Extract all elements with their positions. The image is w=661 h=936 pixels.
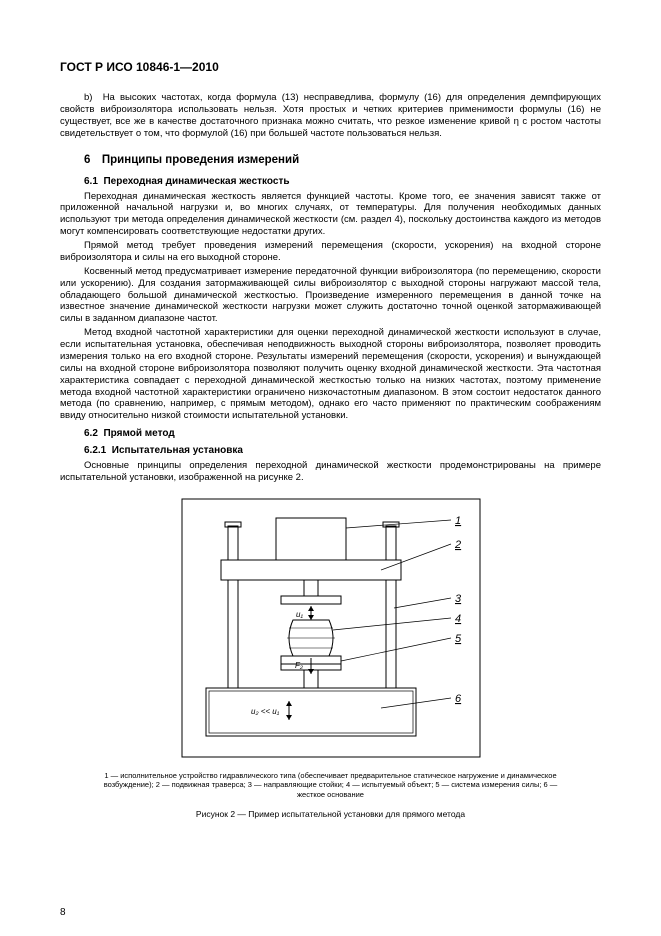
figure-2: u₁ F₂ u₂ << u₁ 1 2 bbox=[181, 498, 481, 763]
figure-callout-1: 1 bbox=[455, 515, 461, 527]
figure-callout-4: 4 bbox=[455, 613, 461, 625]
paragraph-6-2-1: Основные принципы определения переходной… bbox=[60, 460, 601, 484]
figure-label-F2: F₂ bbox=[295, 661, 303, 670]
paragraph-b: b) На высоких частотах, когда формула (1… bbox=[60, 92, 601, 140]
subsection-6-2-heading: 6.2 Прямой метод bbox=[84, 428, 601, 439]
figure-callout-3: 3 bbox=[455, 593, 462, 605]
figure-callout-5: 5 bbox=[455, 633, 462, 645]
figure-2-caption: Рисунок 2 — Пример испытательной установ… bbox=[60, 809, 601, 819]
paragraph-6-1-1: Переходная динамическая жесткость являет… bbox=[60, 191, 601, 239]
page-number: 8 bbox=[60, 907, 66, 918]
paragraph-6-1-4: Метод входной частотной характеристики д… bbox=[60, 327, 601, 422]
paragraph-6-1-3: Косвенный метод предусматривает измерени… bbox=[60, 266, 601, 325]
paragraph-6-1-2: Прямой метод требует проведения измерени… bbox=[60, 240, 601, 264]
figure-callout-2: 2 bbox=[454, 539, 461, 551]
subsection-6-1-heading: 6.1 Переходная динамическая жесткость bbox=[84, 176, 601, 187]
figure-label-u2: u₂ << u₁ bbox=[251, 707, 280, 716]
page: ГОСТ Р ИСО 10846-1—2010 b) На высоких ча… bbox=[0, 0, 661, 936]
subsection-6-2-1-heading: 6.2.1 Испытательная установка bbox=[84, 445, 601, 456]
figure-label-u1: u₁ bbox=[296, 610, 303, 619]
document-header: ГОСТ Р ИСО 10846-1—2010 bbox=[60, 60, 601, 74]
figure-2-svg: u₁ F₂ u₂ << u₁ 1 2 bbox=[181, 498, 481, 758]
figure-2-legend: 1 — исполнительное устройство гидравличе… bbox=[90, 771, 571, 799]
figure-callout-6: 6 bbox=[455, 693, 462, 705]
section-6-heading: 6 Принципы проведения измерений bbox=[84, 154, 601, 166]
